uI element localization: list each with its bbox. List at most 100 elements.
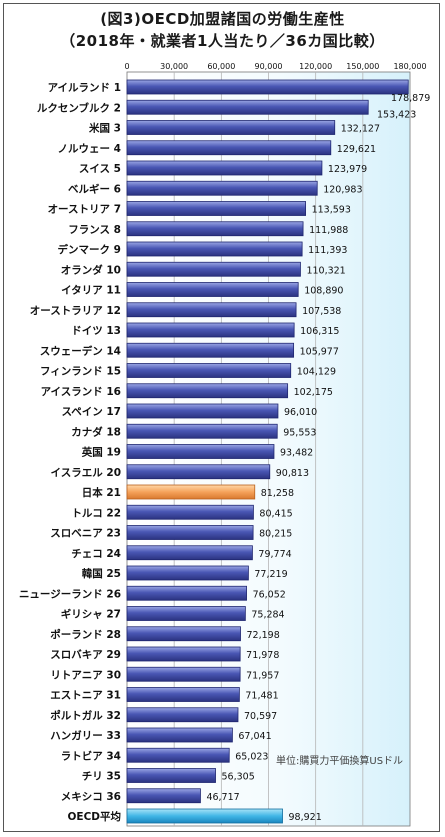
- category-label: ギリシャ 27: [61, 608, 121, 621]
- bar: [126, 545, 253, 561]
- bar: [126, 221, 304, 237]
- category-label: イタリア 11: [61, 285, 121, 297]
- bar: [126, 646, 241, 662]
- category-label: チェコ 24: [71, 548, 121, 560]
- value-label: 108,890: [304, 286, 343, 297]
- category-label: アイスランド 16: [41, 386, 121, 398]
- bar: [126, 302, 297, 318]
- bar: [126, 768, 216, 783]
- bar: [126, 525, 254, 540]
- value-label: 111,988: [309, 225, 348, 236]
- value-label: 110,321: [306, 265, 345, 276]
- bar: [126, 626, 241, 642]
- value-label: 72,198: [247, 630, 280, 641]
- value-label: 105,977: [300, 346, 339, 357]
- x-tick-label: 180,000: [393, 62, 426, 71]
- unit-note: 単位:購買力平価換算USドル: [276, 756, 404, 767]
- bar: [126, 322, 295, 338]
- value-label: 113,593: [312, 205, 351, 216]
- category-label: イスラエル 20: [51, 467, 121, 479]
- category-label: ハンガリー 33: [50, 729, 121, 742]
- category-label: ポーランド 28: [50, 628, 121, 641]
- bar: [126, 363, 292, 378]
- bar: [126, 808, 283, 824]
- value-label: 107,538: [302, 306, 341, 317]
- value-label: 77,219: [254, 569, 287, 580]
- value-label: 81,258: [261, 488, 294, 499]
- category-label: オーストラリア 12: [30, 305, 121, 317]
- value-label: 76,052: [253, 589, 286, 600]
- bar: [126, 747, 230, 763]
- category-label: アイルランド 1: [48, 82, 121, 94]
- bar: [126, 565, 249, 581]
- category-label: スウェーデン 14: [40, 344, 121, 357]
- category-label: フィンランド 15: [40, 366, 121, 378]
- category-label: カナダ 18: [71, 425, 121, 438]
- value-label: 93,482: [280, 448, 313, 459]
- bar: [126, 180, 318, 196]
- chart-subtitle: （2018年・就業者1人当たり／36カ国比較）: [60, 32, 385, 50]
- category-label: スペイン 17: [61, 406, 121, 418]
- category-label: オランダ 10: [61, 263, 121, 276]
- value-label: 104,129: [297, 367, 336, 378]
- value-label: 153,423: [377, 109, 416, 120]
- bar: [126, 99, 369, 115]
- x-tick-label: 150,000: [346, 62, 379, 71]
- category-label: スイス 5: [79, 163, 121, 175]
- value-label: 106,315: [300, 326, 339, 337]
- category-label: 米国 3: [88, 122, 121, 135]
- value-label: 71,978: [246, 650, 279, 661]
- category-label: オーストリア 7: [48, 204, 121, 216]
- category-label: ドイツ 13: [71, 325, 121, 337]
- bar: [126, 140, 332, 156]
- bar: [126, 504, 254, 520]
- category-label: スロバキア 29: [50, 649, 121, 661]
- value-label: 71,957: [246, 670, 279, 681]
- category-label: OECD平均: [67, 810, 121, 823]
- value-label: 111,393: [308, 245, 347, 256]
- category-label: メキシコ 36: [61, 791, 121, 803]
- x-tick-label: 120,000: [299, 62, 332, 71]
- value-label: 80,215: [259, 529, 292, 540]
- bar: [126, 707, 239, 723]
- bar: [126, 403, 279, 419]
- category-label: ルクセンブルク 2: [37, 101, 121, 114]
- category-label: エストニア 31: [50, 690, 121, 702]
- x-tick-label: 60,000: [207, 62, 235, 71]
- category-label: 日本 21: [82, 486, 121, 499]
- category-label: ラトビア 34: [61, 749, 121, 762]
- value-label: 65,023: [235, 751, 268, 762]
- x-tick-label: 30,000: [160, 62, 188, 71]
- value-label: 71,481: [245, 691, 278, 702]
- value-label: 79,774: [258, 549, 291, 560]
- chart-frame: [3, 3, 440, 832]
- value-label: 102,175: [294, 387, 333, 398]
- bar: [126, 606, 246, 621]
- bar: [126, 464, 271, 480]
- category-label: リトアニア 30: [50, 669, 121, 681]
- bar: [126, 261, 301, 277]
- category-label: 韓国 25: [82, 567, 121, 580]
- bar: [126, 423, 278, 439]
- bars: アイルランド 1 178,879 ルクセンブルク 2 153,423 米国 3 132,1…: [19, 79, 430, 824]
- category-label: デンマーク 9: [58, 243, 121, 256]
- category-label: ニュージーランド 26: [19, 588, 121, 600]
- category-label: フランス 8: [68, 224, 121, 236]
- bar: [126, 788, 201, 804]
- category-label: ポルトガル 32: [50, 709, 121, 722]
- category-label: 英国 19: [81, 446, 121, 459]
- value-label: 96,010: [284, 407, 317, 418]
- category-label: ノルウェー 4: [58, 143, 121, 155]
- bar: [126, 282, 299, 297]
- bar: [126, 666, 241, 682]
- value-label: 46,717: [206, 792, 239, 803]
- value-label: 67,041: [238, 731, 271, 742]
- value-label: 90,813: [276, 468, 309, 479]
- bar: [126, 201, 306, 216]
- value-label: 75,284: [251, 610, 284, 621]
- chart-title: (図3)OECD加盟諸国の労働生産性: [100, 10, 345, 28]
- value-label: 80,415: [259, 508, 292, 519]
- value-label: 70,597: [244, 711, 277, 722]
- value-label: 178,879: [391, 93, 430, 104]
